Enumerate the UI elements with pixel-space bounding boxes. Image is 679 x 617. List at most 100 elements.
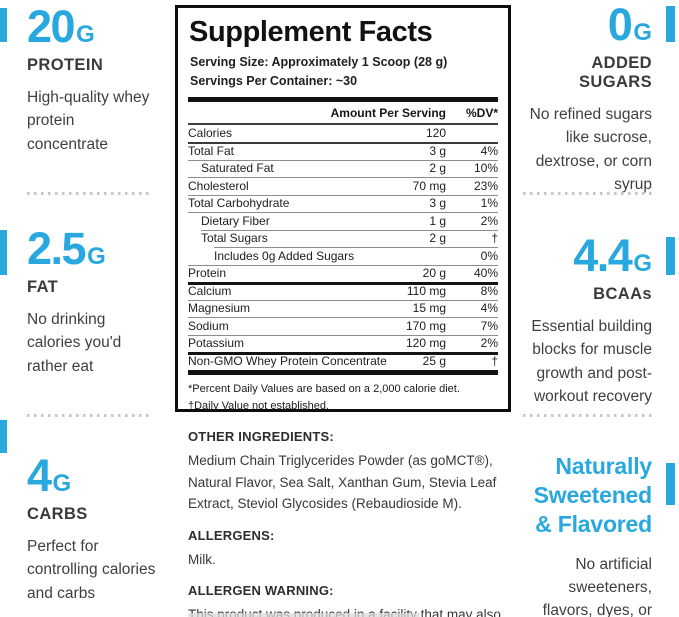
bcaas-value: 4.4: [573, 230, 633, 281]
nutrient-amount: 120 mg: [405, 336, 446, 351]
dotted-divider: [523, 192, 652, 195]
footnote-dagger: †Daily Value not established.: [188, 399, 330, 412]
nutrition-row: Saturated Fat 2 g 10%: [188, 159, 498, 178]
added-sugars-description: No refined sugars like sucrose, dextrose…: [529, 106, 652, 193]
nutrition-row: Calcium 110 mg 8%: [188, 282, 498, 300]
protein-unit: G: [76, 21, 95, 48]
allergen-warning-text: This product was produced in a facility …: [188, 607, 501, 617]
nutrient-name: Dietary Fiber: [201, 213, 270, 228]
nutrient-dv: 4%: [480, 143, 498, 158]
fat-value: 2.5: [27, 223, 87, 274]
callout-bcaas: 4.4G BCAAs Essential building blocks for…: [518, 233, 652, 408]
nutrition-row: Non-GMO Whey Protein Concentrate 25 g †: [188, 352, 498, 370]
nutrition-row: Potassium 120 mg 2%: [188, 334, 498, 353]
nutrient-name: Total Carbohydrate: [188, 196, 290, 211]
nutrient-dv: 8%: [480, 283, 498, 298]
nutrient-dv: 40%: [473, 266, 498, 281]
nutrient-dv: †: [491, 353, 498, 368]
nutrition-row: Total Sugars 2 g †: [188, 229, 498, 248]
bcaas-amount: 4.4G: [518, 233, 652, 278]
fat-label: FAT: [27, 278, 59, 296]
serving-size: Serving Size: Approximately 1 Scoop (28 …: [190, 55, 448, 69]
nutrient-amount: 25 g: [422, 353, 446, 368]
ingredient-details: OTHER INGREDIENTS: Medium Chain Triglyce…: [188, 429, 514, 617]
callout-fat: 2.5G FAT No drinking calories you'd rath…: [27, 226, 150, 378]
nutrient-name: Calories: [188, 126, 233, 141]
nutrient-dv: 7%: [480, 318, 498, 333]
nutrient-dv: 23%: [473, 178, 498, 193]
column-percent-dv: %DV*: [465, 105, 498, 120]
nutrient-amount: [376, 250, 446, 263]
cropped-blue-bar: [0, 230, 7, 275]
fat-description: No drinking calories you'd rather eat: [27, 311, 122, 375]
nutrient-name: Protein: [188, 266, 227, 281]
nutrition-row: Total Fat 3 g 4%: [188, 142, 498, 160]
nutrient-name: Includes 0g Added Sugars: [214, 248, 355, 263]
protein-value: 20: [27, 1, 76, 52]
nutrient-name: Total Fat: [188, 143, 235, 158]
thick-rule: [188, 96, 498, 102]
nutrition-row: Total Carbohydrate 3 g 1%: [188, 194, 498, 213]
nutrient-dv: 0%: [480, 248, 498, 263]
nutrient-dv: 1%: [480, 196, 498, 211]
nutrient-amount: 15 mg: [412, 301, 446, 316]
nutrition-row: Includes 0g Added Sugars 0%: [188, 247, 498, 265]
cropped-blue-bar: [0, 8, 7, 42]
nutrient-amount: 2 g: [429, 161, 446, 176]
carbs-amount: 4G: [27, 453, 150, 498]
bcaas-label: BCAAs: [593, 285, 652, 303]
footnote-dv: *Percent Daily Values are based on a 2,0…: [188, 382, 460, 395]
nutrient-name: Non-GMO Whey Protein Concentrate: [188, 353, 387, 368]
cropped-blue-bar: [666, 237, 675, 275]
nutrient-dv: †: [491, 231, 498, 246]
nutrient-amount: 3 g: [429, 196, 446, 211]
nutrient-amount: 120: [425, 126, 446, 141]
servings-per-container: Servings Per Container: ~30: [190, 74, 358, 89]
fat-amount: 2.5G: [27, 226, 150, 271]
added-sugars-amount: 0G: [518, 2, 652, 47]
callout-carbs: 4G CARBS Perfect for controlling calorie…: [27, 453, 155, 605]
nutrient-name: Cholesterol: [188, 178, 249, 193]
callout-naturally-sweetened: Naturally Sweetened & Flavored No artifi…: [518, 452, 653, 617]
nutrient-name: Magnesium: [188, 301, 251, 316]
nutrition-row: Sodium 170 mg 7%: [188, 317, 498, 335]
nutrition-table-header: Amount Per Serving %DV*: [188, 102, 498, 125]
dotted-divider: [523, 414, 652, 417]
nutrient-dv: 4%: [480, 301, 498, 316]
nutrient-amount: 1 g: [429, 213, 446, 228]
nutrition-row: Magnesium 15 mg 4%: [188, 299, 498, 318]
added-sugars-label: ADDED SUGARS: [579, 54, 652, 91]
nutrient-dv: 2%: [480, 336, 498, 351]
added-sugars-value: 0: [607, 0, 633, 50]
nutrition-row: Calories 120: [188, 125, 498, 143]
carbs-description: Perfect for controlling calories and car…: [27, 538, 156, 602]
footnotes: *Percent Daily Values are based on a 2,0…: [188, 381, 498, 415]
cropped-blue-bar: [666, 6, 675, 42]
nutrient-amount: 20 g: [422, 266, 446, 281]
allergens-label: ALLERGENS:: [188, 527, 275, 543]
nutrient-name: Saturated Fat: [201, 161, 274, 176]
callout-protein: 20G PROTEIN High-quality whey protein co…: [27, 4, 150, 156]
allergen-warning-label: ALLERGEN WARNING:: [188, 583, 334, 599]
protein-label: PROTEIN: [27, 56, 104, 74]
nutrient-name: Total Sugars: [201, 231, 268, 246]
nutrient-name: Potassium: [188, 336, 245, 351]
supplement-facts-title: Supplement Facts: [189, 16, 433, 48]
nutrient-dv: [446, 127, 498, 140]
dotted-divider: [27, 192, 150, 195]
nutrient-amount: 3 g: [429, 143, 446, 158]
bcaas-unit: G: [633, 250, 652, 277]
nutrient-name: Sodium: [188, 318, 229, 333]
nutrient-amount: 110 mg: [406, 283, 446, 298]
nutrition-table: Calories 120 Total Fat 3 g 4% Saturated …: [188, 125, 498, 370]
cropped-text-line: [188, 613, 420, 617]
cropped-blue-bar: [0, 420, 7, 453]
naturally-sweetened-heading: Naturally Sweetened & Flavored: [533, 453, 653, 537]
protein-description: High-quality whey protein concentrate: [27, 89, 150, 153]
bcaas-description: Essential building blocks for muscle gro…: [531, 318, 652, 405]
nutrient-dv: 2%: [480, 213, 498, 228]
nutrient-name: Calcium: [188, 283, 232, 298]
nutrient-dv: 10%: [473, 161, 498, 176]
carbs-value: 4: [27, 450, 52, 501]
